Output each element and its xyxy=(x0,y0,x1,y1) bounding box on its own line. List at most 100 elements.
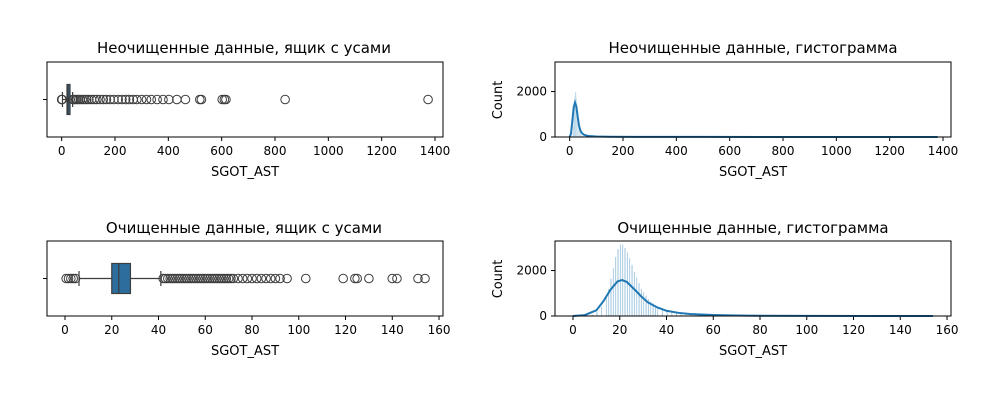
raw-box-plot-area: 0 200 400 600 800 1000 1200 1400 xyxy=(43,83,451,158)
x-tick-label: 400 xyxy=(665,144,688,158)
outlier-point xyxy=(413,273,423,284)
outlier-point xyxy=(233,273,243,284)
outlier-point xyxy=(132,94,142,105)
outlier-point xyxy=(219,273,229,284)
outlier-point xyxy=(165,273,175,284)
hist-bar xyxy=(610,278,612,317)
hist-bar xyxy=(628,257,631,317)
outlier-point xyxy=(242,273,253,284)
x-tick-label: 1000 xyxy=(313,144,344,158)
outlier-point xyxy=(237,273,248,284)
x-tick-label: 800 xyxy=(264,144,287,158)
y-tick-label: 0 xyxy=(539,130,547,144)
kde-line xyxy=(568,99,938,138)
x-tick-label: 100 xyxy=(795,323,818,337)
x-tick-label: 20 xyxy=(104,323,119,337)
outlier-point xyxy=(223,273,234,284)
x-tick-label: 120 xyxy=(334,323,357,337)
x-tick-label: 1400 xyxy=(420,144,451,158)
outlier-point xyxy=(209,273,220,284)
outlier-point xyxy=(282,273,292,284)
outlier-point xyxy=(270,273,281,284)
raw-box-xlabel: SGOT_AST xyxy=(211,165,279,180)
panel-clean-box: Очищенные данные, ящик с усами 0 20 40 60 80… xyxy=(43,219,450,359)
outlier-point xyxy=(95,94,105,105)
outlier-point xyxy=(124,94,135,105)
hist-bar xyxy=(642,291,645,317)
x-tick-label: 140 xyxy=(889,323,912,337)
outlier-point xyxy=(63,273,74,284)
clean-box-frame xyxy=(46,240,444,317)
outlier-point xyxy=(61,273,71,284)
clean-hist-ylabel: Count xyxy=(491,260,506,299)
outlier-point xyxy=(338,273,348,284)
panel-clean-hist: Очищенные данные, гистограмма 0 20 40 60 80 1… xyxy=(491,219,958,359)
panel-raw-box: Неочищенные данные, ящик с усами 0 200 400… xyxy=(43,39,450,180)
x-tick-label: 20 xyxy=(612,323,627,337)
outlier-point xyxy=(113,94,123,105)
outlier-point xyxy=(172,273,183,284)
outlier-point xyxy=(423,94,433,105)
panel-raw-hist: Неочищенные данные, гистограмма 0 200 400 6… xyxy=(491,39,958,180)
hist-bar xyxy=(638,282,640,317)
outlier-point xyxy=(221,94,231,105)
clean-hist-title: Очищенные данные, гистограмма xyxy=(617,219,888,237)
outlier-point xyxy=(214,273,225,284)
outlier-point xyxy=(217,94,227,105)
outlier-point xyxy=(275,273,285,284)
outlier-point xyxy=(212,273,222,284)
x-tick-label: 60 xyxy=(198,323,213,337)
outlier-point xyxy=(247,273,257,284)
x-tick-label: 120 xyxy=(842,323,865,337)
x-tick-label: 200 xyxy=(104,144,127,158)
x-tick-label: 1200 xyxy=(366,144,397,158)
x-tick-label: 400 xyxy=(157,144,180,158)
x-tick-label: 40 xyxy=(151,323,166,337)
x-tick-label: 800 xyxy=(772,144,795,158)
y-tick-label: 0 xyxy=(539,309,547,323)
x-tick-label: 200 xyxy=(612,144,635,158)
x-tick-label: 600 xyxy=(718,144,741,158)
outlier-point xyxy=(221,273,232,284)
outlier-point xyxy=(205,273,215,284)
outlier-point xyxy=(170,273,180,284)
x-tick-label: 140 xyxy=(381,323,404,337)
outlier-point xyxy=(81,94,92,105)
clean-hist-plot-area: 0 20 40 60 80 100 120 140 160 0 2000 xyxy=(516,244,958,337)
outlier-point xyxy=(105,94,115,105)
outlier-point xyxy=(101,94,112,105)
outlier-point xyxy=(364,273,374,284)
outlier-point xyxy=(70,273,81,284)
y-tick-label: 2000 xyxy=(516,85,547,99)
outlier-point xyxy=(177,273,187,284)
outlier-point xyxy=(79,94,90,105)
outlier-point xyxy=(256,273,267,284)
outlier-point xyxy=(180,94,191,105)
x-tick-label: 1200 xyxy=(874,144,905,158)
clean-box-plot-area: 0 20 40 60 80 100 120 140 160 xyxy=(43,262,450,337)
outlier-point xyxy=(158,94,168,105)
raw-hist-plot-area: 0 200 400 600 800 1000 1200 1400 0 2000 xyxy=(516,85,958,158)
outlier-point xyxy=(193,273,204,284)
outlier-point xyxy=(202,273,213,284)
outlier-point xyxy=(181,273,192,284)
outlier-point xyxy=(420,273,430,284)
outlier-point xyxy=(92,94,102,105)
box-iqr xyxy=(111,262,132,295)
hist-bar xyxy=(612,268,615,317)
outlier-point xyxy=(109,94,119,105)
clean-box-title: Очищенные данные, ящик с усами xyxy=(106,219,382,237)
hist-bar xyxy=(605,296,608,317)
outlier-point xyxy=(136,94,147,105)
raw-hist-frame xyxy=(554,61,952,138)
outlier-point xyxy=(265,273,276,284)
x-tick-label: 600 xyxy=(210,144,233,158)
x-tick-label: 0 xyxy=(58,144,66,158)
raw-hist-xlabel: SGOT_AST xyxy=(719,165,787,180)
outlier-point xyxy=(392,273,402,284)
x-tick-label: 160 xyxy=(936,323,959,337)
outlier-point xyxy=(196,94,207,105)
x-tick-label: 80 xyxy=(244,323,259,337)
outlier-point xyxy=(228,273,239,284)
